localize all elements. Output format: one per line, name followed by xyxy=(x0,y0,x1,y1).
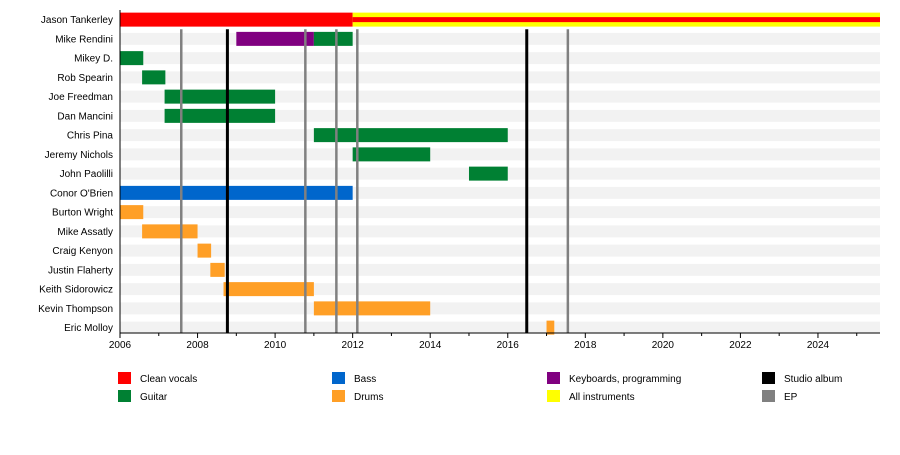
member-name: Conor O'Brien xyxy=(50,188,113,199)
row-band xyxy=(120,206,880,219)
row-band xyxy=(120,109,880,122)
x-tick-label: 2024 xyxy=(807,340,830,351)
member-name: Keith Sidorowicz xyxy=(39,285,113,296)
legend-swatch xyxy=(118,390,131,402)
row-band xyxy=(120,71,880,84)
bar-drums xyxy=(120,205,144,220)
bar-guitar xyxy=(313,31,353,46)
bar-guitar xyxy=(352,147,431,162)
member-name: Craig Kenyon xyxy=(52,246,113,257)
legend-label: Guitar xyxy=(140,392,168,403)
legend-swatch xyxy=(762,390,775,402)
legend-swatch xyxy=(118,372,131,384)
legend-swatch xyxy=(332,372,345,384)
legend-label: Drums xyxy=(354,392,383,403)
member-name: Eric Molloy xyxy=(64,323,113,334)
member-name: Burton Wright xyxy=(52,208,113,219)
member-name: Jeremy Nichols xyxy=(45,150,113,161)
x-tick-label: 2006 xyxy=(109,340,132,351)
bar-bass xyxy=(120,185,353,200)
x-tick-label: 2022 xyxy=(729,340,752,351)
x-tick-label: 2016 xyxy=(497,340,520,351)
bar-drums xyxy=(197,243,212,258)
bar-guitar xyxy=(313,128,508,143)
bar-guitar xyxy=(164,108,276,123)
row-band xyxy=(120,90,880,103)
bar-guitar xyxy=(142,70,166,85)
legend-swatch xyxy=(762,372,775,384)
member-name: Chris Pina xyxy=(67,131,114,142)
bar-drums xyxy=(210,262,225,277)
bar-clean-vocals-inner xyxy=(352,17,880,23)
legend-label: Studio album xyxy=(784,374,842,385)
row-band xyxy=(120,244,880,257)
bar-drums xyxy=(223,282,314,297)
x-tick-label: 2010 xyxy=(264,340,287,351)
legend-swatch xyxy=(547,390,560,402)
bar-guitar xyxy=(468,166,508,181)
row-band xyxy=(120,148,880,161)
member-name: John Paolilli xyxy=(60,169,113,180)
bar-clean-vocals xyxy=(120,12,353,27)
x-tick-label: 2020 xyxy=(652,340,675,351)
row-band xyxy=(120,52,880,65)
x-tick-label: 2014 xyxy=(419,340,442,351)
legend-swatch xyxy=(547,372,560,384)
member-name: Mike Assatly xyxy=(57,227,113,238)
bar-drums xyxy=(142,224,198,239)
legend-label: Bass xyxy=(354,374,376,385)
bar-guitar xyxy=(120,51,144,66)
legend-label: EP xyxy=(784,392,798,403)
x-tick-label: 2012 xyxy=(342,340,365,351)
member-name: Kevin Thompson xyxy=(38,304,113,315)
row-band xyxy=(120,302,880,315)
bar-drums xyxy=(546,320,555,335)
bar-keyboards-programming xyxy=(236,31,314,46)
member-name: Rob Spearin xyxy=(57,73,113,84)
member-name: Mike Rendini xyxy=(55,34,113,45)
member-name: Joe Freedman xyxy=(49,92,113,103)
legend-swatch xyxy=(332,390,345,402)
x-tick-label: 2008 xyxy=(186,340,209,351)
member-name: Dan Mancini xyxy=(57,111,113,122)
bar-guitar xyxy=(164,89,276,104)
member-name: Jason Tankerley xyxy=(41,15,113,26)
bar-drums xyxy=(313,301,431,316)
member-name: Justin Flaherty xyxy=(48,265,113,276)
legend-label: Clean vocals xyxy=(140,374,197,385)
legend-label: All instruments xyxy=(569,392,635,403)
x-tick-label: 2018 xyxy=(574,340,597,351)
legend-label: Keyboards, programming xyxy=(569,374,681,385)
member-name: Mikey D. xyxy=(74,54,113,65)
row-band xyxy=(120,32,880,45)
row-band xyxy=(120,321,880,334)
row-band xyxy=(120,263,880,276)
row-band xyxy=(120,225,880,238)
